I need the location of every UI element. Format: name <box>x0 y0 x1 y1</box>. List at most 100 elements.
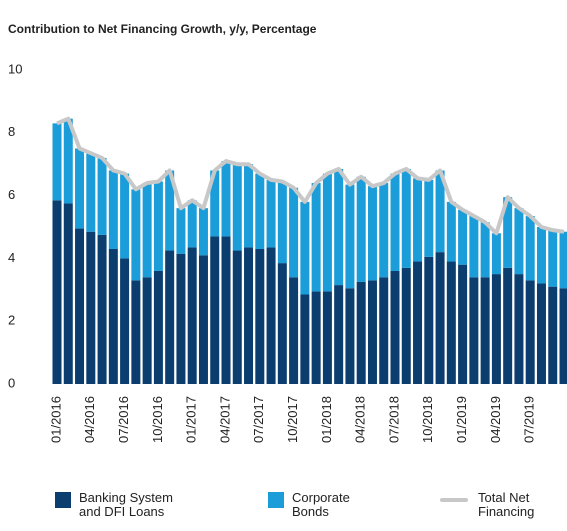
bar <box>379 277 389 384</box>
bar <box>458 209 468 265</box>
bar <box>108 170 118 249</box>
bar <box>176 208 186 254</box>
bar <box>334 168 344 286</box>
bar <box>277 181 287 264</box>
bar <box>289 187 299 278</box>
bar <box>244 247 254 384</box>
x-tick-label: 01/2018 <box>319 396 334 443</box>
bar <box>401 267 411 384</box>
bar <box>165 250 175 384</box>
bar <box>390 173 400 271</box>
x-tick-label: 01/2019 <box>454 396 469 443</box>
x-tick-label: 07/2016 <box>116 396 131 443</box>
x-tick-label: 07/2019 <box>522 396 537 443</box>
bar <box>503 267 513 384</box>
bar <box>480 222 490 278</box>
bar <box>334 285 344 384</box>
bar <box>514 274 524 384</box>
bar <box>232 250 242 384</box>
total-line <box>56 116 565 236</box>
y-tick-label: 6 <box>8 187 15 202</box>
x-tick-label: 04/2019 <box>488 396 503 443</box>
bar <box>446 201 456 262</box>
bar <box>559 288 567 384</box>
bar <box>446 261 456 384</box>
bar <box>503 197 513 268</box>
bar <box>266 247 276 384</box>
bar <box>52 200 62 384</box>
chart-title: Contribution to Net Financing Growth, y/… <box>8 22 317 36</box>
bar <box>311 183 321 292</box>
bar <box>345 184 355 289</box>
bar <box>153 270 163 384</box>
y-tick-label: 10 <box>8 61 22 76</box>
y-tick-label: 4 <box>8 250 15 265</box>
bar <box>198 208 208 256</box>
bar <box>536 227 546 284</box>
x-tick-label: 04/2017 <box>217 396 232 443</box>
bar <box>401 168 411 268</box>
x-tick-label: 01/2017 <box>184 396 199 443</box>
bar <box>458 264 468 384</box>
legend-swatch <box>440 498 468 502</box>
bar <box>311 291 321 384</box>
bar <box>367 280 377 384</box>
x-tick-label: 07/2017 <box>251 396 266 443</box>
legend-label: Corporate Bonds <box>292 490 350 519</box>
bar <box>86 231 96 384</box>
bar <box>198 255 208 384</box>
y-tick-label: 0 <box>8 375 15 390</box>
bar <box>413 178 423 262</box>
bar <box>131 189 141 281</box>
x-tick-label: 04/2018 <box>353 396 368 443</box>
bar <box>322 173 332 292</box>
x-tick-label: 04/2016 <box>82 396 97 443</box>
bar <box>52 123 62 201</box>
bar <box>356 281 366 384</box>
bar <box>97 157 107 235</box>
bar <box>413 261 423 384</box>
bar <box>131 280 141 384</box>
bar <box>424 179 434 257</box>
bar <box>435 170 445 253</box>
bar <box>469 216 479 278</box>
bar <box>480 277 490 384</box>
bar <box>300 201 310 295</box>
bar <box>424 256 434 384</box>
bar <box>536 283 546 384</box>
bar <box>356 176 366 282</box>
bar <box>187 200 197 248</box>
legend-label: Total Net Financing <box>478 490 535 519</box>
x-tick-label: 01/2016 <box>48 396 63 443</box>
bar <box>187 247 197 384</box>
bar <box>108 248 118 384</box>
legend-swatch <box>55 492 71 508</box>
bar <box>165 170 175 251</box>
bar <box>210 236 220 384</box>
x-tick-label: 10/2017 <box>285 396 300 443</box>
bar <box>435 252 445 384</box>
bar <box>75 148 85 229</box>
bar <box>469 277 479 384</box>
bar <box>221 236 231 384</box>
bar <box>120 258 130 384</box>
y-tick-label: 8 <box>8 124 15 139</box>
bar <box>548 286 558 384</box>
bar <box>367 186 377 281</box>
bar <box>514 208 524 275</box>
x-tick-label: 10/2018 <box>420 396 435 443</box>
bar <box>75 228 85 384</box>
bar <box>97 234 107 384</box>
bar <box>322 291 332 384</box>
x-tick-label: 07/2018 <box>386 396 401 443</box>
bar <box>300 294 310 384</box>
bar <box>559 231 567 289</box>
bar <box>525 280 535 384</box>
bar <box>153 181 163 271</box>
bar <box>232 164 242 251</box>
bar <box>548 230 558 287</box>
bar <box>390 270 400 384</box>
bar <box>86 153 96 232</box>
